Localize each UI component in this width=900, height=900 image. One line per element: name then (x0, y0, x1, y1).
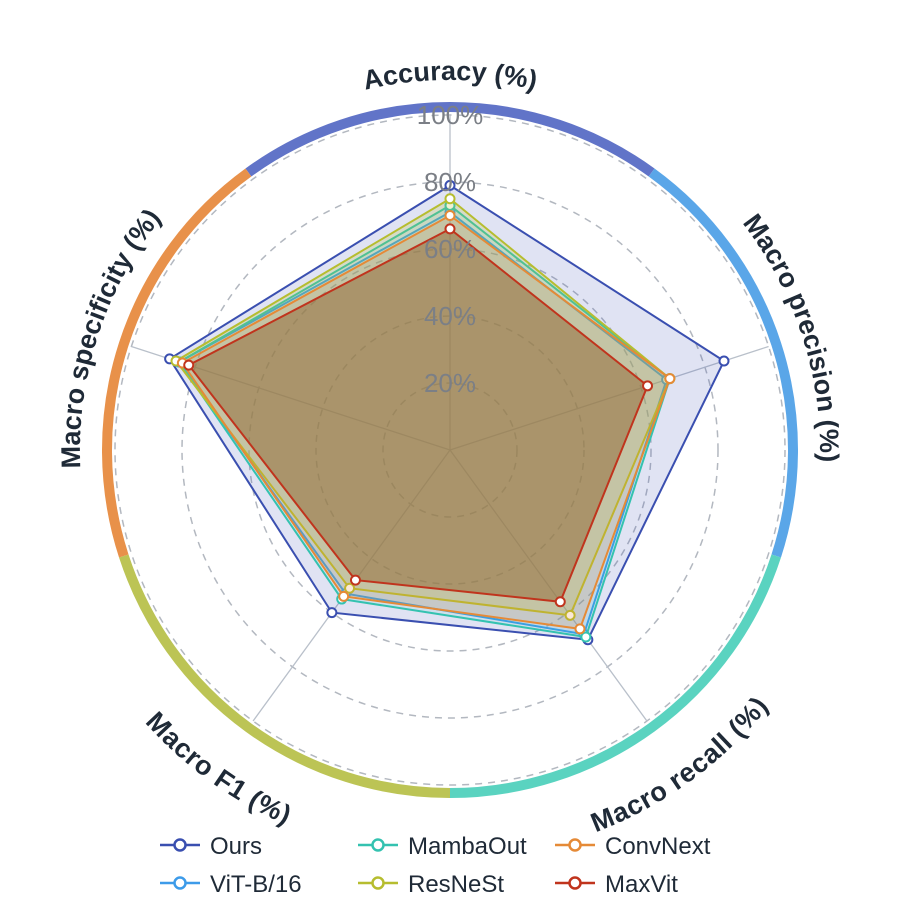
tick-label: 40% (424, 301, 476, 331)
data-point (338, 590, 350, 602)
legend-label: MambaOut (408, 833, 527, 860)
axis-label-3: Macro F1 (%) (140, 706, 295, 830)
data-point (444, 179, 456, 191)
legend-marker (568, 876, 582, 890)
legend-marker (173, 838, 187, 852)
legend-marker (173, 876, 187, 890)
series-layer (164, 179, 730, 646)
legend-label: ResNeSt (408, 871, 504, 898)
axis-label-0: Accuracy (%) (360, 56, 540, 96)
axis-label-2: Macro recall (%) (587, 691, 774, 838)
data-point (574, 623, 586, 635)
data-point (444, 210, 456, 221)
data-point (642, 380, 654, 392)
legend-marker (371, 876, 385, 890)
series-maxvit (183, 223, 654, 608)
ring-segment-4 (102, 168, 252, 558)
outer-ring (102, 102, 798, 798)
ring-segment-0 (245, 102, 655, 177)
legend-item-mambaout: MambaOut (358, 833, 527, 860)
ring-segment-2 (449, 554, 781, 798)
data-point (349, 574, 361, 586)
data-point (664, 373, 676, 385)
data-point (718, 355, 730, 367)
legend-item-convnext: ConvNext (555, 833, 711, 860)
tick-label: 20% (424, 368, 476, 398)
legend-label: Ours (210, 833, 262, 860)
legend-item-vit-b-16: ViT-B/16 (160, 871, 302, 898)
tick-label: 100% (417, 100, 484, 130)
ring-segment-1 (648, 168, 798, 558)
tick-label: 60% (424, 234, 476, 264)
legend-marker (568, 838, 582, 852)
data-point (580, 631, 592, 643)
data-point (183, 359, 195, 371)
legend-label: ConvNext (605, 833, 711, 860)
data-point (444, 223, 456, 235)
legend-label: MaxVit (605, 871, 678, 898)
legend-item-ours: Ours (160, 833, 262, 860)
data-point (554, 596, 566, 608)
data-point (444, 193, 456, 205)
legend-item-maxvit: MaxVit (555, 871, 678, 898)
series-area (187, 227, 649, 603)
data-point (326, 607, 338, 619)
legend-label: ViT-B/16 (210, 871, 302, 898)
tick-labels: 20% 40% 60% 80% 100% (417, 100, 484, 398)
legend: Ours ViT-B/16 MambaOut ResNeSt ConvNext MaxVi… (160, 833, 711, 898)
data-point (564, 609, 576, 621)
grid-circle-60 (248, 248, 652, 652)
data-point (344, 582, 356, 594)
tick-label: 80% (424, 167, 476, 197)
ring-segment-3 (119, 554, 451, 798)
legend-item-resnest: ResNeSt (358, 871, 504, 898)
legend-marker (371, 838, 385, 852)
